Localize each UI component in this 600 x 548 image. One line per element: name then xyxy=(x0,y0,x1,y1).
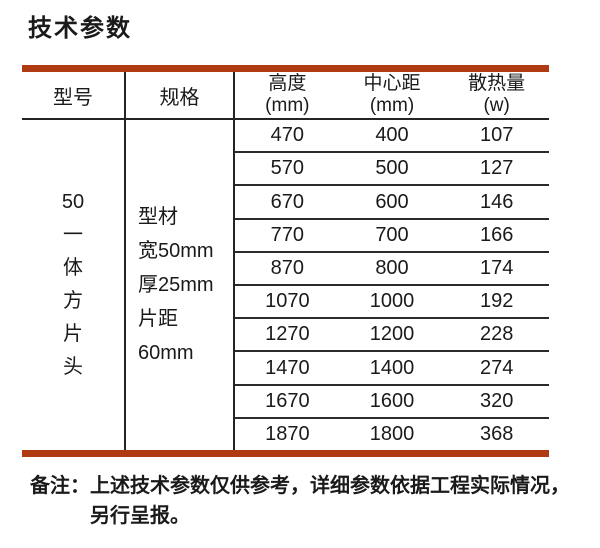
table-row: 670 600 146 xyxy=(235,184,549,217)
page-title: 技术参数 xyxy=(28,15,132,42)
cell-center-distance: 600 xyxy=(375,190,409,213)
note-line-1: 上述技术参数仅供参考，详细参数依据工程实际情况， xyxy=(90,475,570,497)
table-row: 770 700 166 xyxy=(235,217,549,251)
cell-height: 570 xyxy=(270,157,305,180)
measure-header-row: 高度 (mm) 中心距 (mm) 散热量 (w) xyxy=(233,72,549,120)
cell-center-distance: 1200 xyxy=(369,323,415,346)
cell-center-distance: 400 xyxy=(375,124,409,147)
cell-heat-output: 320 xyxy=(479,389,514,412)
note-label: 备注： xyxy=(30,475,90,497)
top-accent-bar xyxy=(22,65,549,72)
technical-parameters-table: 型号 规格 高度 (mm) 中心距 (mm) 散热量 (w) 50 一 体 方 … xyxy=(22,65,549,457)
cell-height: 1070 xyxy=(265,290,310,313)
table-row: 1870 1800 368 xyxy=(235,416,549,450)
cell-height: 1670 xyxy=(265,389,310,412)
cell-height: 1270 xyxy=(265,323,310,346)
note-line-2: 另行呈报。 xyxy=(90,505,190,527)
table-row: 1270 1200 228 xyxy=(235,317,549,350)
cell-center-distance: 500 xyxy=(375,157,409,180)
table-grid: 型号 规格 高度 (mm) 中心距 (mm) 散热量 (w) 50 一 体 方 … xyxy=(22,72,549,450)
table-row: 1670 1600 320 xyxy=(235,383,549,417)
cell-height: 470 xyxy=(270,124,305,147)
table-row: 570 500 127 xyxy=(235,151,549,184)
data-rows: 470 400 107 570 500 127 670 600 146 770 … xyxy=(233,120,549,450)
cell-heat-output: 192 xyxy=(479,290,514,313)
cell-height: 1470 xyxy=(265,356,310,379)
cell-heat-output: 107 xyxy=(479,124,514,147)
bottom-accent-bar xyxy=(22,450,549,457)
spec-cell: 型材 宽50mm 厚25mm 片距 60mm xyxy=(124,120,233,450)
cell-heat-output: 127 xyxy=(479,157,514,180)
table-row: 1470 1400 274 xyxy=(235,350,549,383)
table-row: 870 800 174 xyxy=(235,250,549,284)
note-text: 上述技术参数仅供参考，详细参数依据工程实际情况， 另行呈报。 xyxy=(90,471,570,531)
model-cell: 50 一 体 方 片 头 xyxy=(61,191,85,378)
col-header-spec: 规格 xyxy=(124,72,233,120)
col-header-height: 高度 (mm) xyxy=(265,73,310,116)
cell-center-distance: 800 xyxy=(375,256,409,279)
cell-heat-output: 368 xyxy=(479,422,514,445)
cell-center-distance: 1600 xyxy=(369,389,415,412)
cell-heat-output: 146 xyxy=(479,190,514,213)
cell-center-distance: 1800 xyxy=(369,422,415,445)
table-row: 470 400 107 xyxy=(235,120,549,151)
cell-heat-output: 166 xyxy=(479,223,514,246)
cell-height: 1870 xyxy=(265,422,310,445)
cell-heat-output: 274 xyxy=(479,356,514,379)
cell-center-distance: 700 xyxy=(375,223,409,246)
cell-center-distance: 1000 xyxy=(369,290,415,313)
col-header-model: 型号 xyxy=(22,72,124,120)
cell-height: 770 xyxy=(270,223,305,246)
table-row: 1070 1000 192 xyxy=(235,284,549,317)
cell-height: 870 xyxy=(270,256,305,279)
cell-heat-output: 228 xyxy=(479,323,514,346)
cell-height: 670 xyxy=(270,190,305,213)
cell-center-distance: 1400 xyxy=(369,356,415,379)
col-header-heat-output: 散热量 (w) xyxy=(468,73,526,116)
cell-heat-output: 174 xyxy=(479,256,514,279)
note: 备注： 上述技术参数仅供参考，详细参数依据工程实际情况， 另行呈报。 xyxy=(30,471,600,531)
col-header-center-distance: 中心距 (mm) xyxy=(363,73,421,116)
